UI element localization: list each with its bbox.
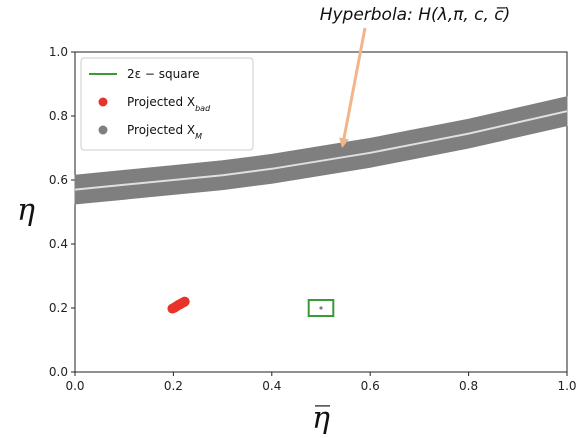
legend-label: Projected XM: [127, 123, 202, 141]
square-center-point: [319, 306, 323, 310]
x-tick-label: 1.0: [557, 379, 576, 393]
legend-subscript: M: [195, 132, 202, 141]
epsilon-square: [307, 299, 335, 317]
y-tick-label: 0.6: [49, 173, 68, 187]
x-tick-label: 0.0: [65, 379, 84, 393]
y-tick-label: 0.8: [49, 109, 68, 123]
y-tick-label: 0.2: [49, 301, 68, 315]
legend-box: [80, 57, 254, 151]
point-projected-x-bad: [179, 296, 190, 307]
y-tick-label: 0.4: [49, 237, 68, 251]
y-tick-label: 1.0: [49, 45, 68, 59]
annotation-label: Hyperbola: H(λ,π, c, c̅): [320, 5, 511, 25]
x-tick-label: 0.4: [262, 379, 281, 393]
legend-subscript: bad: [195, 104, 211, 113]
legend-marker-swatch: [98, 97, 108, 107]
y-axis-label: η: [17, 193, 35, 228]
x-axis-label: η̅: [312, 401, 330, 436]
legend: 2ε − square Projected Xbad Projected XM: [80, 57, 254, 151]
y-tick-label: 0.0: [49, 365, 68, 379]
legend-marker-swatch: [98, 125, 108, 135]
legend-label: Projected Xbad: [127, 95, 211, 113]
x-tick-label: 0.6: [361, 379, 380, 393]
x-tick-label: 0.8: [459, 379, 478, 393]
x-tick-label: 0.2: [164, 379, 183, 393]
hyperbola-centerline: [74, 110, 568, 191]
legend-label: 2ε − square: [127, 67, 200, 81]
annotation-arrow: [339, 27, 367, 149]
